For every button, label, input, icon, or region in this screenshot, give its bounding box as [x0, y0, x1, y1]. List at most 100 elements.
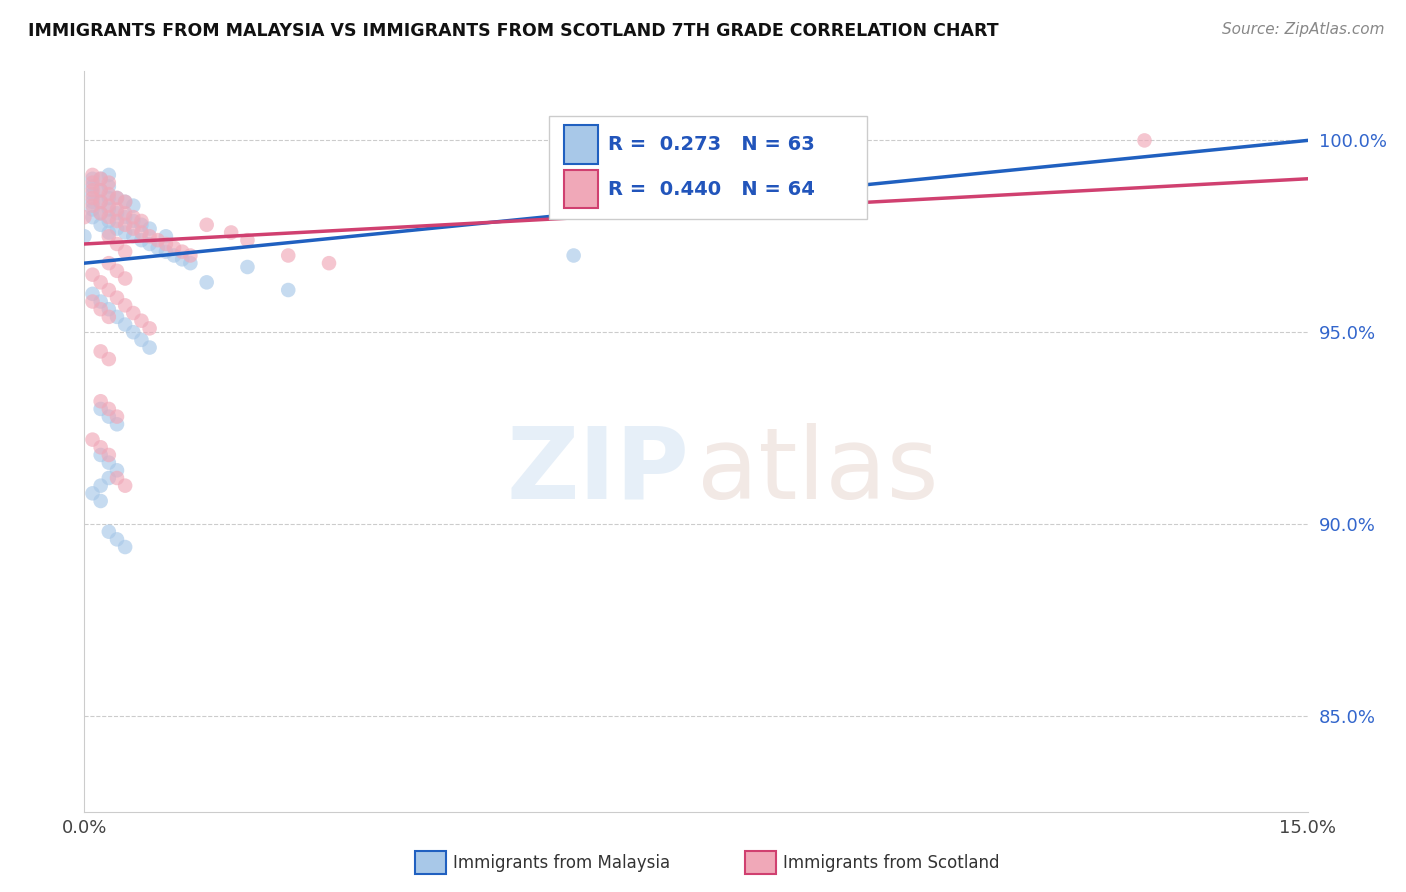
Point	[97, 229, 120, 244]
Point	[131, 333, 153, 347]
Text: IMMIGRANTS FROM MALAYSIA VS IMMIGRANTS FROM SCOTLAND 7TH GRADE CORRELATION CHART: IMMIGRANTS FROM MALAYSIA VS IMMIGRANTS F…	[28, 22, 998, 40]
FancyBboxPatch shape	[564, 169, 598, 209]
Point	[131, 233, 153, 247]
Point	[97, 199, 120, 213]
Point	[114, 271, 136, 285]
Point	[82, 286, 104, 301]
Point	[114, 194, 136, 209]
Point	[90, 276, 112, 290]
Point	[97, 256, 120, 270]
Point	[146, 241, 169, 255]
Point	[97, 187, 120, 202]
Point	[105, 471, 128, 485]
Point	[97, 168, 120, 182]
Point	[114, 194, 136, 209]
Point	[105, 214, 128, 228]
Point	[318, 256, 340, 270]
Point	[97, 191, 120, 205]
Text: R =  0.440   N = 64: R = 0.440 N = 64	[607, 179, 814, 199]
Point	[105, 191, 128, 205]
Point	[90, 194, 112, 209]
Point	[90, 171, 112, 186]
Point	[82, 191, 104, 205]
Point	[163, 248, 186, 262]
Point	[105, 206, 128, 220]
Point	[73, 229, 96, 244]
Point	[236, 233, 259, 247]
Point	[97, 448, 120, 462]
Point	[97, 179, 120, 194]
Point	[114, 218, 136, 232]
Point	[82, 183, 104, 197]
Point	[90, 218, 112, 232]
Point	[277, 248, 299, 262]
Point	[122, 221, 145, 235]
Point	[122, 214, 145, 228]
Point	[138, 229, 160, 244]
Point	[195, 276, 218, 290]
Point	[105, 291, 128, 305]
Point	[155, 229, 177, 244]
Point	[122, 229, 145, 244]
Point	[105, 417, 128, 432]
Point	[172, 244, 194, 259]
Text: ZIP: ZIP	[506, 423, 689, 520]
Point	[105, 191, 128, 205]
Point	[73, 210, 96, 224]
Point	[82, 168, 104, 182]
Point	[172, 252, 194, 267]
Point	[114, 210, 136, 224]
Point	[82, 486, 104, 500]
Point	[146, 233, 169, 247]
Point	[105, 463, 128, 477]
Point	[90, 494, 112, 508]
Point	[122, 325, 145, 339]
Point	[90, 183, 112, 197]
Point	[163, 241, 186, 255]
Point	[97, 524, 120, 539]
Point	[138, 237, 160, 252]
Point	[131, 214, 153, 228]
Point	[90, 183, 112, 197]
Point	[105, 310, 128, 324]
Text: Immigrants from Malaysia: Immigrants from Malaysia	[453, 854, 669, 871]
Point	[90, 440, 112, 454]
Point	[97, 202, 120, 217]
Point	[82, 202, 104, 217]
Point	[114, 540, 136, 554]
Point	[97, 471, 120, 485]
Point	[179, 256, 201, 270]
Point	[114, 206, 136, 220]
FancyBboxPatch shape	[550, 116, 868, 219]
Point	[138, 341, 160, 355]
Point	[82, 179, 104, 194]
Point	[90, 206, 112, 220]
Text: Source: ZipAtlas.com: Source: ZipAtlas.com	[1222, 22, 1385, 37]
Point	[82, 294, 104, 309]
Text: atlas: atlas	[697, 423, 939, 520]
Point	[82, 187, 104, 202]
Point	[179, 248, 201, 262]
Point	[114, 318, 136, 332]
Point	[1133, 133, 1156, 147]
Point	[97, 456, 120, 470]
Point	[236, 260, 259, 274]
Text: R =  0.273   N = 63: R = 0.273 N = 63	[607, 136, 814, 154]
Point	[195, 218, 218, 232]
Point	[90, 394, 112, 409]
Point	[90, 294, 112, 309]
Point	[90, 344, 112, 359]
Point	[97, 214, 120, 228]
Point	[97, 283, 120, 297]
Point	[122, 199, 145, 213]
Point	[131, 218, 153, 232]
Point	[131, 314, 153, 328]
Point	[277, 283, 299, 297]
Point	[97, 176, 120, 190]
Point	[90, 194, 112, 209]
Point	[97, 352, 120, 367]
Point	[90, 206, 112, 220]
Point	[97, 401, 120, 416]
Point	[97, 409, 120, 424]
Point	[114, 478, 136, 492]
